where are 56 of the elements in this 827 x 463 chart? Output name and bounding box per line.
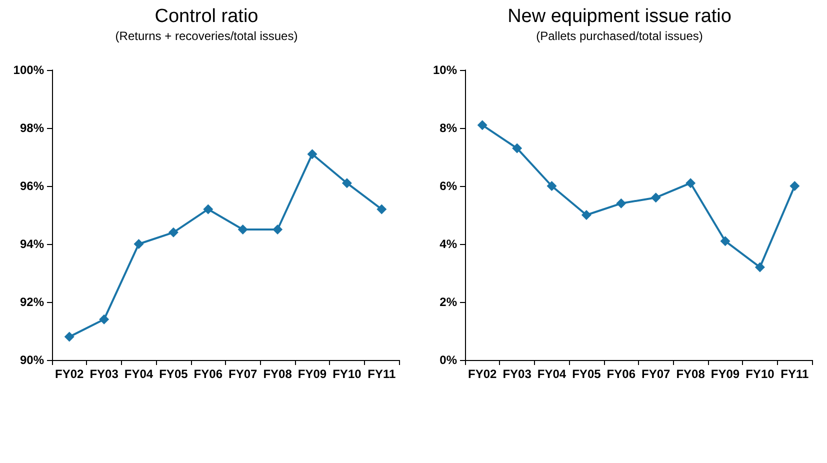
point: [754, 262, 765, 272]
point: [203, 204, 214, 214]
x-tick-label: FY04: [537, 367, 566, 381]
x-tick-label: FY07: [228, 367, 258, 381]
x-tick-label: FY09: [298, 367, 327, 381]
point: [512, 143, 522, 154]
x-tick-label: FY03: [90, 367, 119, 381]
x-tick-label: FY04: [124, 367, 154, 381]
point: [686, 178, 696, 188]
y-tick-label: 6%: [440, 179, 458, 193]
point: [477, 120, 488, 130]
chart-title: Control ratio: [154, 6, 258, 27]
x-tick-label: FY08: [676, 367, 706, 381]
point: [168, 227, 178, 238]
x-tick-label: FY06: [194, 367, 223, 381]
y-tick-label: 92%: [20, 295, 44, 309]
y-tick-label: 90%: [20, 353, 44, 367]
x-tick-label: FY11: [368, 367, 396, 381]
point: [581, 210, 592, 220]
point: [342, 178, 352, 188]
y-tick-label: 8%: [440, 121, 458, 135]
x-tick-label: FY03: [502, 367, 532, 381]
y-tick-label: 0%: [440, 353, 458, 367]
point: [650, 192, 661, 203]
y-tick-label: 100%: [13, 63, 44, 77]
point: [272, 224, 283, 234]
x-tick-label: FY10: [746, 367, 775, 381]
x-tick-label: FY05: [572, 367, 602, 381]
y-tick-label: 2%: [440, 295, 458, 309]
point: [307, 149, 318, 160]
point: [134, 239, 144, 249]
x-tick-label: FY11: [780, 367, 809, 381]
y-tick-label: 96%: [20, 179, 44, 193]
point: [546, 181, 557, 191]
y-tick-label: 94%: [20, 237, 44, 251]
x-tick-label: FY09: [710, 367, 740, 381]
point: [238, 224, 248, 234]
x-tick-label: FY07: [642, 367, 671, 381]
x-tick-label: FY02: [468, 367, 498, 381]
chart-subtitle: (Pallets purchased/total issues): [536, 29, 703, 43]
x-tick-label: FY08: [263, 367, 292, 381]
point: [790, 181, 800, 191]
chart-subtitle: (Returns + recoveries/total issues): [115, 29, 298, 43]
x-tick-label: FY10: [332, 367, 362, 381]
x-tick-label: FY02: [55, 367, 84, 381]
y-tick-label: 98%: [20, 121, 44, 135]
point: [376, 204, 387, 214]
point: [99, 314, 110, 324]
x-tick-label: FY06: [606, 367, 636, 381]
point: [616, 198, 626, 208]
x-tick-label: FY05: [159, 367, 188, 381]
y-tick-label: 10%: [432, 63, 458, 77]
point: [64, 332, 74, 342]
y-tick-label: 4%: [440, 237, 458, 251]
point: [720, 236, 730, 246]
chart-title: New equipment issue ratio: [508, 6, 732, 27]
